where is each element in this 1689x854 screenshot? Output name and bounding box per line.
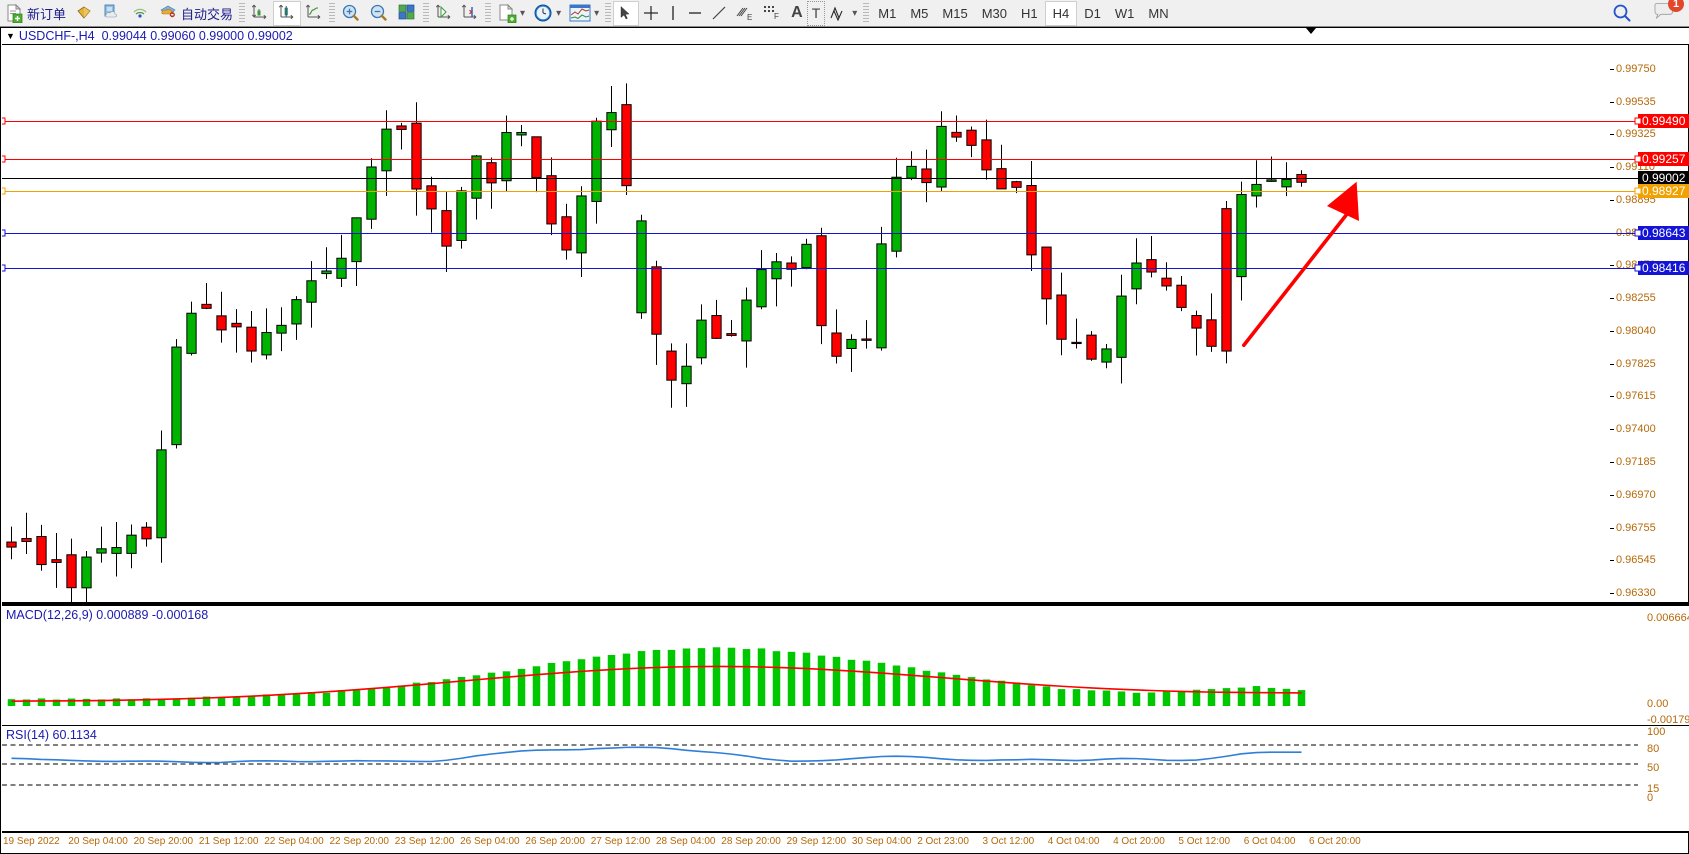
svg-text:E: E [747, 13, 752, 22]
svg-text:F: F [774, 12, 779, 21]
